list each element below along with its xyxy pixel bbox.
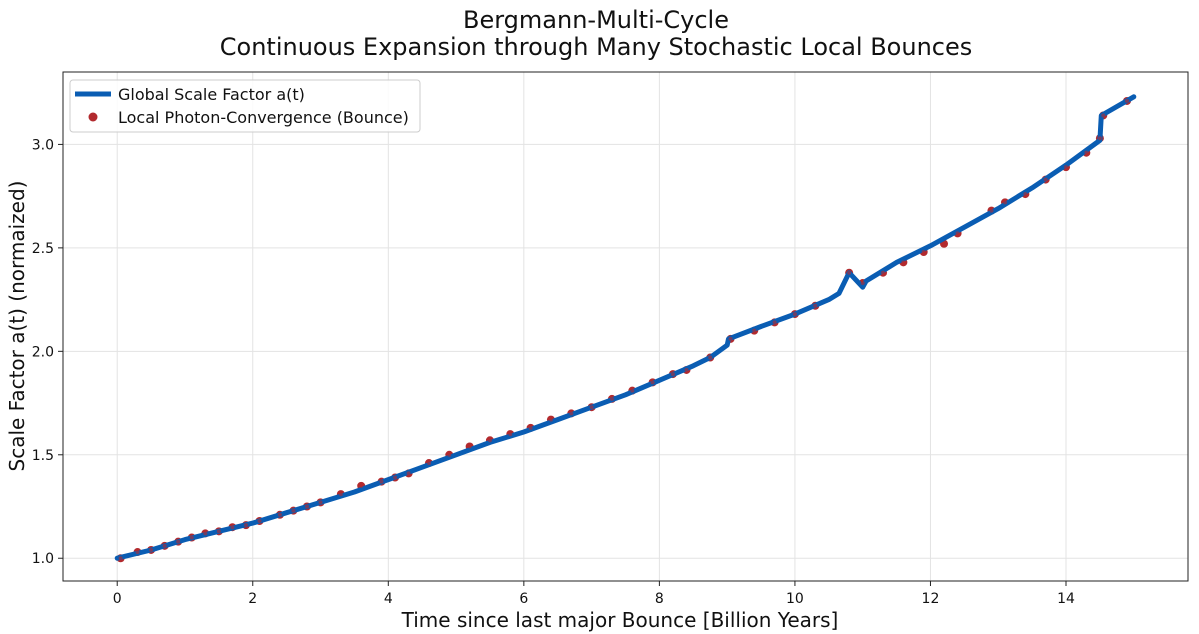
x-tick-label: 12 — [922, 591, 940, 607]
bounce-marker-highlight — [447, 452, 452, 457]
x-axis-label: Time since last major Bounce [Billion Ye… — [401, 608, 839, 632]
bounce-marker-highlight — [728, 336, 733, 341]
bounce-marker-highlight — [1101, 113, 1106, 118]
x-tick-label: 6 — [519, 591, 528, 607]
x-tick-label: 4 — [384, 591, 393, 607]
bounce-marker-highlight — [708, 355, 713, 360]
bounce-marker-highlight — [901, 260, 906, 265]
x-tick-label: 8 — [655, 591, 664, 607]
bounce-marker-highlight — [569, 411, 574, 416]
y-axis-ticks: 1.0 1.5 2.0 2.5 3.0 — [32, 137, 63, 567]
bounce-marker-highlight — [1003, 200, 1008, 205]
y-tick-label: 2.0 — [32, 344, 54, 360]
bounce-marker-highlight — [548, 417, 553, 422]
bounce-marker-highlight — [989, 208, 994, 213]
x-tick-label: 10 — [786, 591, 804, 607]
chart-title: Bergmann-Multi-Cycle — [463, 6, 729, 34]
y-tick-label: 1.5 — [32, 448, 54, 464]
scale-factor-line — [114, 94, 1137, 561]
bounce-marker-highlight — [1064, 165, 1069, 170]
legend-marker-swatch — [88, 112, 98, 122]
plot-frame — [62, 71, 1189, 582]
bounce-marker-highlight — [162, 543, 167, 548]
bounce-marker-highlight — [291, 508, 296, 513]
bounce-marker-highlight — [318, 500, 323, 505]
bounce-marker-highlight — [609, 396, 614, 401]
bounce-marker-highlight — [508, 432, 513, 437]
bounce-marker-highlight — [813, 303, 818, 308]
bounce-marker-highlight — [881, 270, 886, 275]
bounce-marker-highlight — [189, 535, 194, 540]
y-tick-label: 2.5 — [32, 241, 54, 257]
bounce-marker-highlight — [630, 388, 635, 393]
bounce-marker-highlight — [379, 479, 384, 484]
bounce-marker-highlight — [393, 475, 398, 480]
bounce-marker-highlight — [304, 504, 309, 509]
bounce-marker-highlight — [752, 328, 757, 333]
bounce-marker-highlight — [257, 518, 262, 523]
legend-label-markers: Local Photon-Convergence (Bounce) — [118, 108, 409, 127]
legend: Global Scale Factor a(t) Local Photon-Co… — [69, 79, 421, 133]
y-axis-label: Scale Factor a(t) (normaized) — [5, 181, 29, 472]
bounce-marker-highlight — [426, 461, 431, 466]
bounce-marker-highlight — [359, 483, 364, 488]
bounce-marker-highlight — [216, 529, 221, 534]
bounce-marker-highlight — [1125, 98, 1130, 103]
bounce-marker-highlight — [176, 539, 181, 544]
bounce-marker-highlight — [772, 320, 777, 325]
bounce-marker-highlight — [406, 471, 411, 476]
bounce-marker-highlight — [1043, 177, 1048, 182]
bounce-marker-highlight — [921, 250, 926, 255]
bounce-marker-highlight — [1023, 192, 1028, 197]
legend-box — [69, 79, 421, 133]
bounce-marker-highlight — [684, 367, 689, 372]
legend-label-line: Global Scale Factor a(t) — [118, 85, 305, 104]
bounce-marker-highlight — [118, 556, 123, 561]
y-tick-label: 1.0 — [32, 551, 54, 567]
bounce-marker-highlight — [338, 492, 343, 497]
bounce-marker-highlight — [670, 372, 675, 377]
bounce-marker-highlight — [1084, 150, 1089, 155]
grid — [63, 72, 1188, 581]
bounce-marker-highlight — [589, 405, 594, 410]
bounce-marker-highlight — [792, 312, 797, 317]
bounce-marker-highlight — [528, 425, 533, 430]
bounce-marker-highlight — [487, 438, 492, 443]
bounce-marker-highlight — [149, 547, 154, 552]
bounce-marker-highlight — [942, 241, 947, 246]
bounce-marker-highlight — [1097, 136, 1102, 141]
series-layer — [114, 94, 1137, 563]
x-axis-ticks: 0 2 4 6 8 10 12 14 — [113, 581, 1075, 607]
bounce-marker-highlight — [650, 380, 655, 385]
bounce-marker-highlight — [135, 550, 140, 555]
x-tick-label: 2 — [248, 591, 257, 607]
bounce-marker-highlight — [955, 231, 960, 236]
bounce-marker-highlight — [243, 523, 248, 528]
bounce-marker-highlight — [847, 270, 852, 275]
bounce-marker-highlight — [860, 281, 865, 286]
y-tick-label: 3.0 — [32, 137, 54, 153]
chart-subtitle: Continuous Expansion through Many Stocha… — [220, 33, 973, 61]
bounce-marker-highlight — [230, 525, 235, 530]
bounce-marker-highlight — [277, 512, 282, 517]
bounce-marker-highlight — [467, 444, 472, 449]
x-tick-label: 14 — [1057, 591, 1075, 607]
x-tick-label: 0 — [113, 591, 122, 607]
bounce-marker-highlight — [203, 531, 208, 536]
